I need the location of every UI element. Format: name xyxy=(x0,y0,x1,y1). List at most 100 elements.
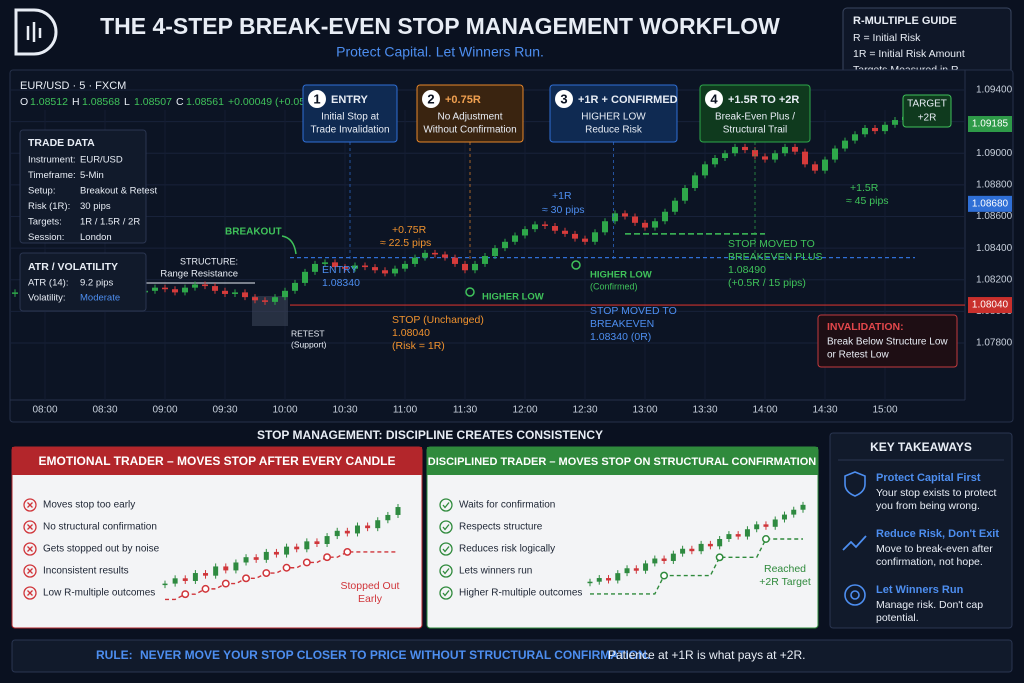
candle xyxy=(552,225,558,231)
candle xyxy=(272,297,278,302)
trade-label: Risk (1R): xyxy=(28,201,70,212)
levels xyxy=(290,233,965,306)
candle xyxy=(726,534,732,539)
item-icon xyxy=(442,590,450,597)
item-text: Respects structure xyxy=(459,522,543,533)
item-icon xyxy=(439,564,453,578)
candle xyxy=(152,287,158,291)
step-number: 2 xyxy=(427,91,434,106)
candle xyxy=(222,290,228,294)
ohlc-key: O xyxy=(20,96,28,108)
y-tick-label: 1.07800 xyxy=(976,338,1013,349)
stop-point xyxy=(302,558,311,567)
candle xyxy=(392,268,398,274)
x-tick-label: 11:30 xyxy=(453,405,478,416)
price-badge xyxy=(968,195,1012,212)
item-icon xyxy=(439,520,453,534)
candle xyxy=(502,241,508,249)
x-tick-label: 15:00 xyxy=(872,405,897,416)
candle xyxy=(606,578,612,581)
trade-value: 30 pips xyxy=(80,201,111,212)
candle xyxy=(233,562,239,571)
candle xyxy=(522,229,528,236)
r-label: ≈ 30 pips xyxy=(542,204,585,216)
step-box xyxy=(302,84,398,143)
candle xyxy=(262,300,268,302)
x-tick-label: 12:30 xyxy=(572,405,597,416)
takeaway-text: Move to break-even after xyxy=(876,543,993,555)
candle xyxy=(622,213,628,217)
ohlc-key: H xyxy=(72,96,80,108)
arrow xyxy=(281,235,297,255)
candle xyxy=(203,573,209,576)
candle xyxy=(632,216,638,223)
ohlc-line: O 1.08512 H 1.08568 L 1.08507 C 1.08561 +0.00049… xyxy=(20,96,318,108)
item-icon xyxy=(442,524,450,531)
takeaway-items: Protect Capital First Your stop exists to… xyxy=(876,472,999,624)
item-icon xyxy=(442,502,450,509)
takeaway-title: Protect Capital First xyxy=(876,472,981,484)
candle xyxy=(162,583,168,586)
candle xyxy=(742,146,748,151)
takeaway-text: you from being wrong. xyxy=(876,500,980,512)
candle xyxy=(633,568,639,571)
x-tick-label: 13:00 xyxy=(632,405,657,416)
item-icon xyxy=(439,542,453,556)
stop-point xyxy=(323,553,332,562)
stop-point xyxy=(201,584,210,593)
candle xyxy=(722,153,728,158)
step-title: +1R + CONFIRMED xyxy=(578,94,678,106)
item-icon xyxy=(27,590,33,596)
candle xyxy=(322,262,328,264)
item-icon xyxy=(27,502,33,508)
stop-point xyxy=(282,563,291,572)
trend-icon xyxy=(842,535,867,551)
invalidation-text: or Retest Low xyxy=(827,350,889,361)
trade-value: EUR/USD xyxy=(80,155,123,166)
candle xyxy=(192,573,198,581)
candle xyxy=(334,530,340,537)
x-tick-label: 11:00 xyxy=(393,405,418,416)
candle xyxy=(412,257,418,264)
candle xyxy=(852,134,858,141)
candle xyxy=(354,525,360,534)
disciplined-note: +2R Target xyxy=(759,576,811,588)
candle xyxy=(314,541,320,544)
breakout-label: BREAKOUT xyxy=(225,227,282,238)
target-box xyxy=(902,94,952,128)
higher-low-label: HIGHER LOW xyxy=(590,270,652,281)
step-text: Initial Stop at xyxy=(321,112,379,123)
structure-label: STRUCTURE: xyxy=(180,256,238,266)
candle xyxy=(282,290,288,298)
trade-value: Breakout & Retest xyxy=(80,186,157,197)
item-icon xyxy=(439,586,453,600)
invalidation-title: INVALIDATION: xyxy=(827,321,904,333)
r-label: ≈ 22.5 pips xyxy=(380,237,431,249)
disciplined-chart xyxy=(587,501,806,595)
ohlc-value: 1.08568 xyxy=(82,96,120,108)
candle xyxy=(872,127,878,132)
stop-label: 1.08040 xyxy=(392,327,430,339)
candle xyxy=(672,200,678,212)
candle xyxy=(294,546,300,550)
candle xyxy=(802,151,808,165)
step-text: No Adjustment xyxy=(437,112,502,123)
r-label: +0.75R xyxy=(392,224,427,236)
item-icon xyxy=(23,542,37,556)
candle xyxy=(422,252,428,258)
r-label: +1R xyxy=(552,190,572,202)
steps: 1 ENTRY Initial Stop at Trade Invalidation 2… xyxy=(302,84,811,260)
candle xyxy=(754,524,760,530)
be-plus-label: (+0.5R / 15 pips) xyxy=(728,277,806,289)
item-text: Moves stop too early xyxy=(43,500,135,511)
candle xyxy=(212,286,218,291)
item-icon xyxy=(23,498,37,512)
candle xyxy=(670,553,676,561)
r-guide-line: 1R = Initial Risk Amount xyxy=(853,48,965,60)
item-icon xyxy=(439,498,453,512)
candle xyxy=(332,262,338,268)
step-badge xyxy=(308,90,326,108)
emotional-note: Early xyxy=(358,593,383,605)
candle xyxy=(680,548,686,554)
